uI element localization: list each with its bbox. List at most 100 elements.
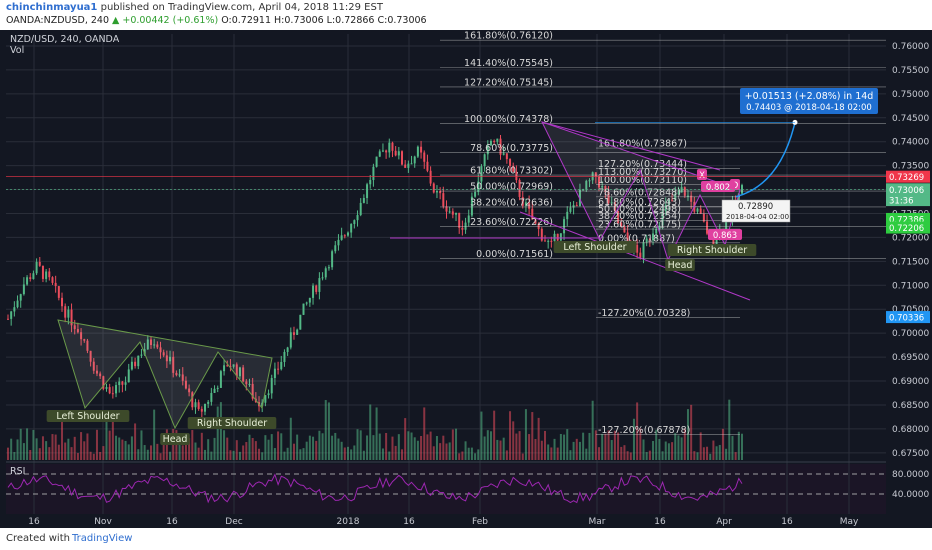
- rsi-legend: RSI: [10, 466, 25, 477]
- volume-bar: [54, 434, 57, 460]
- tradingview-logo[interactable]: TradingView: [72, 533, 133, 544]
- volume-bar: [572, 441, 575, 460]
- volume-bar: [652, 441, 655, 460]
- candle-body: [35, 261, 38, 274]
- volume-bar: [200, 432, 203, 460]
- candle-body: [556, 233, 559, 241]
- volume-bar: [340, 441, 343, 460]
- volume-bar: [7, 447, 9, 460]
- volume-bar: [680, 437, 683, 460]
- fib-level-label: 50.00%(0.72969): [470, 182, 553, 193]
- candle-body: [661, 210, 664, 226]
- volume-bar: [270, 434, 273, 460]
- candle-body: [404, 164, 407, 168]
- volume-bar: [674, 433, 677, 460]
- candle-body: [172, 356, 175, 373]
- candle-body: [480, 166, 483, 182]
- candle-body: [451, 211, 454, 215]
- candle-body: [499, 138, 502, 155]
- candle-body: [184, 380, 187, 389]
- pattern-label-bg: [46, 410, 130, 422]
- volume-bar: [372, 435, 375, 460]
- candle-body: [280, 361, 283, 370]
- volume-bar: [455, 428, 458, 460]
- fib-level-label: 161.80%(0.73867): [598, 139, 687, 150]
- volume-bar: [19, 428, 22, 460]
- chart-footer: Created with TradingView: [0, 528, 932, 550]
- volume-bar: [531, 412, 534, 460]
- time-tick-label: 16: [166, 517, 178, 527]
- candle-body: [505, 153, 508, 160]
- candle-body: [537, 223, 540, 229]
- volume-bar: [410, 432, 413, 460]
- candle-body: [273, 368, 276, 379]
- candle-body: [543, 240, 546, 242]
- volume-bar: [184, 443, 187, 460]
- author-link[interactable]: chinchinmayua1: [6, 2, 98, 13]
- time-tick-label: 2018: [337, 517, 360, 527]
- candle-body: [432, 183, 435, 193]
- harmonic-marker-label: 0.863: [713, 231, 737, 241]
- candle-body: [553, 233, 556, 242]
- candle-body: [655, 229, 658, 234]
- candle-body: [70, 309, 73, 326]
- price-axis-label-text: 0.72206: [889, 224, 924, 234]
- volume-bar: [134, 423, 137, 460]
- volume-bar: [629, 452, 632, 460]
- volume-bar: [601, 433, 604, 460]
- candle-body: [7, 318, 9, 320]
- volume-bar: [210, 451, 213, 460]
- candle-body: [426, 161, 429, 171]
- candle-body: [435, 190, 438, 193]
- candle-body: [423, 152, 426, 162]
- ohlc-text: O:0.72911 H:0.73006 L:0.72866 C:0.73006: [221, 15, 427, 26]
- volume-bar: [648, 450, 651, 460]
- candle-body: [29, 277, 32, 280]
- volume-bar: [588, 432, 591, 460]
- candle-body: [385, 150, 388, 153]
- candle-body: [302, 303, 305, 315]
- candle-body: [547, 240, 550, 242]
- candle-body: [470, 196, 473, 216]
- candle-body: [588, 180, 591, 182]
- price-tick-label: 0.75000: [892, 90, 929, 100]
- candle-body: [378, 151, 381, 157]
- pattern-label: Head: [163, 434, 188, 445]
- candle-body: [397, 151, 400, 156]
- price-chart[interactable]: 0.76000 0.75500 0.75000 0.74500 0.74000 0.735…: [0, 30, 932, 528]
- candle-body: [362, 198, 365, 203]
- candle-body: [455, 212, 458, 215]
- candle-body: [575, 205, 578, 207]
- candle-body: [308, 297, 311, 303]
- candle-body: [105, 387, 108, 389]
- candle-body: [626, 232, 629, 242]
- candle-body: [715, 239, 718, 248]
- candle-body: [636, 244, 639, 253]
- fib-level-label: 61.80%(0.72643): [598, 197, 681, 208]
- candle-body: [512, 165, 515, 172]
- candle-body: [207, 401, 210, 404]
- volume-bar: [321, 433, 324, 460]
- volume-bar: [594, 430, 597, 460]
- candle-body: [242, 367, 245, 382]
- candle-body: [737, 193, 740, 203]
- price-tick-label: 0.69000: [892, 377, 929, 387]
- volume-bar: [99, 451, 102, 460]
- volume-bar: [385, 432, 388, 460]
- price-axis-label-text: 0.70336: [889, 314, 924, 324]
- volume-bar: [655, 429, 658, 460]
- volume-bar: [502, 437, 505, 460]
- volume-bar: [327, 402, 330, 460]
- volume-bar: [362, 450, 365, 460]
- pattern-label-bg: [187, 417, 277, 429]
- volume-bar: [734, 452, 737, 460]
- volume-bar: [324, 400, 327, 460]
- time-tick-label: Dec: [225, 517, 242, 527]
- price-tick-label: 0.69500: [892, 353, 929, 363]
- candle-body: [550, 240, 553, 242]
- volume-bar: [223, 430, 226, 460]
- candle-body: [22, 284, 25, 295]
- volume-bar: [569, 450, 572, 460]
- fib-level-label: 23.60%(0.72226): [470, 217, 553, 228]
- volume-bar: [702, 447, 705, 460]
